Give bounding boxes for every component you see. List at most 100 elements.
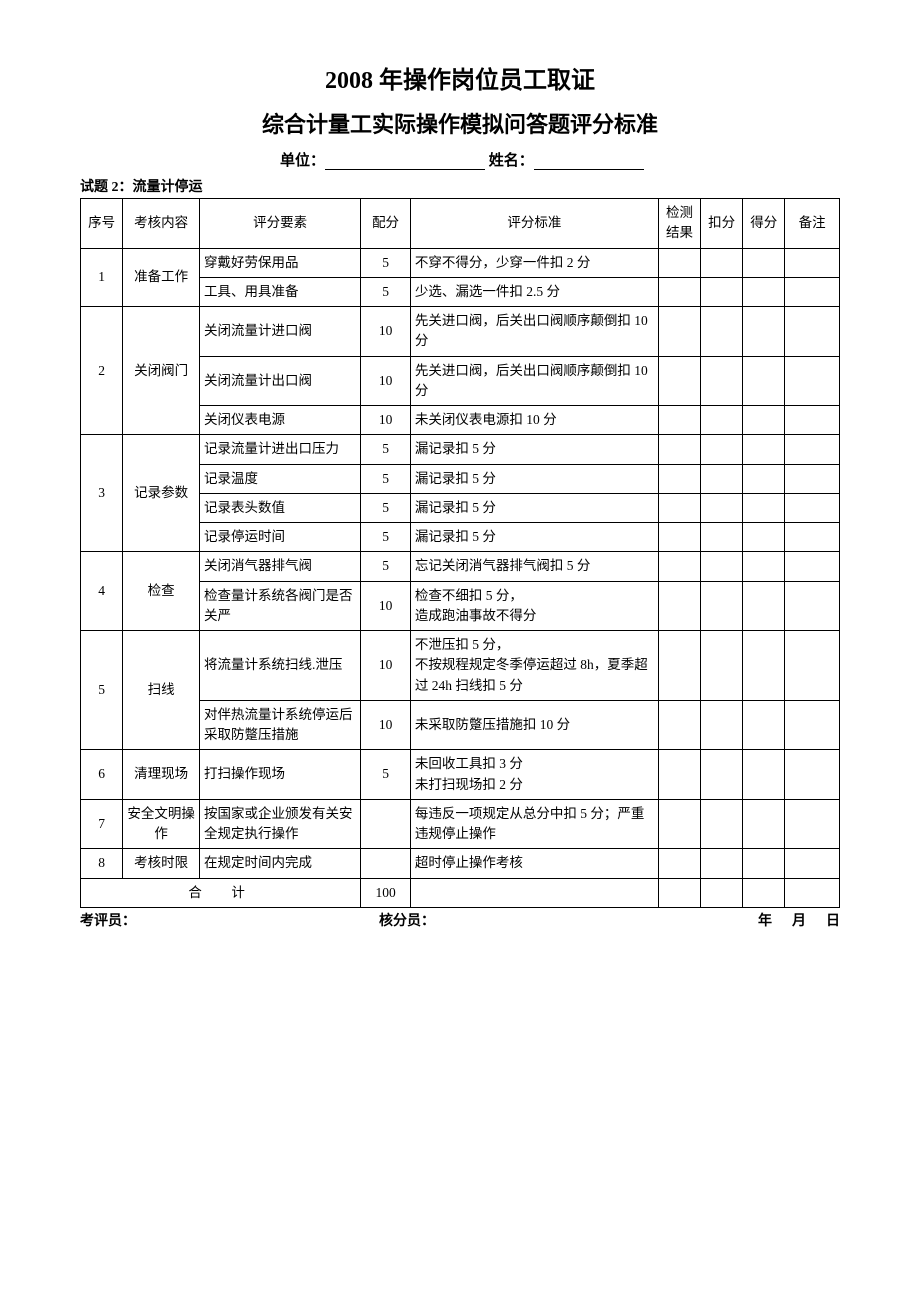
result-cell xyxy=(658,581,700,631)
gained-cell xyxy=(743,406,785,435)
content-cell: 关闭阀门 xyxy=(123,307,200,435)
col-content-header: 考核内容 xyxy=(123,199,200,249)
element-cell: 打扫操作现场 xyxy=(200,750,361,800)
remark-cell xyxy=(785,849,840,878)
standard-cell: 不穿不得分，少穿一件扣 2 分 xyxy=(410,248,658,277)
element-cell: 记录流量计进出口压力 xyxy=(200,435,361,464)
result-cell xyxy=(658,849,700,878)
col-gained-header: 得分 xyxy=(743,199,785,249)
gained-cell xyxy=(743,700,785,750)
content-cell: 清理现场 xyxy=(123,750,200,800)
total-standard-cell xyxy=(410,878,658,907)
seq-cell: 6 xyxy=(81,750,123,800)
result-cell xyxy=(658,435,700,464)
gained-cell xyxy=(743,307,785,357)
result-cell xyxy=(658,700,700,750)
score-cell: 5 xyxy=(361,248,411,277)
col-deduct-header: 扣分 xyxy=(701,199,743,249)
gained-cell xyxy=(743,552,785,581)
score-cell: 10 xyxy=(361,356,411,406)
seq-cell: 1 xyxy=(81,248,123,307)
element-cell: 关闭仪表电源 xyxy=(200,406,361,435)
score-cell: 10 xyxy=(361,406,411,435)
main-title-line1: 2008 年操作岗位员工取证 xyxy=(80,60,840,95)
standard-cell: 未回收工具扣 3 分未打扫现场扣 2 分 xyxy=(410,750,658,800)
standard-cell: 超时停止操作考核 xyxy=(410,849,658,878)
score-cell: 10 xyxy=(361,631,411,701)
remark-cell xyxy=(785,700,840,750)
col-result-header: 检测结果 xyxy=(658,199,700,249)
element-cell: 记录温度 xyxy=(200,464,361,493)
remark-cell xyxy=(785,799,840,849)
table-header-row: 序号 考核内容 评分要素 配分 评分标准 检测结果 扣分 得分 备注 xyxy=(81,199,840,249)
deduct-cell xyxy=(701,277,743,306)
seq-cell: 4 xyxy=(81,552,123,631)
score-cell: 10 xyxy=(361,581,411,631)
checker-label: 核分员： xyxy=(379,910,435,930)
scoring-table: 序号 考核内容 评分要素 配分 评分标准 检测结果 扣分 得分 备注 1准备工作… xyxy=(80,198,840,908)
gained-cell xyxy=(743,750,785,800)
standard-cell: 先关进口阀，后关出口阀顺序颠倒扣 10 分 xyxy=(410,307,658,357)
total-label-cell: 合 计 xyxy=(81,878,361,907)
table-row: 8考核时限在规定时间内完成超时停止操作考核 xyxy=(81,849,840,878)
year-label: 年 xyxy=(758,910,772,930)
deduct-cell xyxy=(701,406,743,435)
score-cell: 5 xyxy=(361,435,411,464)
total-result-cell xyxy=(658,878,700,907)
name-input-line[interactable] xyxy=(534,152,644,170)
unit-label: 单位： xyxy=(280,153,325,169)
element-cell: 将流量计系统扫线.泄压 xyxy=(200,631,361,701)
element-cell: 在规定时间内完成 xyxy=(200,849,361,878)
unit-input-line[interactable] xyxy=(325,152,485,170)
seq-cell: 2 xyxy=(81,307,123,435)
col-score-header: 配分 xyxy=(361,199,411,249)
col-element-header: 评分要素 xyxy=(200,199,361,249)
seq-cell: 5 xyxy=(81,631,123,750)
score-cell: 5 xyxy=(361,552,411,581)
deduct-cell xyxy=(701,849,743,878)
remark-cell xyxy=(785,356,840,406)
deduct-cell xyxy=(701,523,743,552)
content-cell: 记录参数 xyxy=(123,435,200,552)
deduct-cell xyxy=(701,700,743,750)
standard-cell: 未关闭仪表电源扣 10 分 xyxy=(410,406,658,435)
standard-cell: 每违反一项规定从总分中扣 5 分；严重违规停止操作 xyxy=(410,799,658,849)
deduct-cell xyxy=(701,493,743,522)
score-cell xyxy=(361,849,411,878)
main-title-line2: 综合计量工实际操作模拟问答题评分标准 xyxy=(80,107,840,139)
deduct-cell xyxy=(701,356,743,406)
gained-cell xyxy=(743,277,785,306)
remark-cell xyxy=(785,435,840,464)
score-cell xyxy=(361,799,411,849)
remark-cell xyxy=(785,493,840,522)
result-cell xyxy=(658,248,700,277)
footer-line: 考评员： 核分员： 年 月 日 xyxy=(80,910,840,930)
gained-cell xyxy=(743,356,785,406)
deduct-cell xyxy=(701,581,743,631)
name-label: 姓名： xyxy=(489,153,534,169)
deduct-cell xyxy=(701,552,743,581)
result-cell xyxy=(658,493,700,522)
remark-cell xyxy=(785,464,840,493)
standard-cell: 先关进口阀，后关出口阀顺序颠倒扣 10 分 xyxy=(410,356,658,406)
col-remark-header: 备注 xyxy=(785,199,840,249)
remark-cell xyxy=(785,552,840,581)
score-cell: 5 xyxy=(361,750,411,800)
remark-cell xyxy=(785,523,840,552)
element-cell: 检查量计系统各阀门是否关严 xyxy=(200,581,361,631)
score-cell: 5 xyxy=(361,493,411,522)
remark-cell xyxy=(785,277,840,306)
content-cell: 准备工作 xyxy=(123,248,200,307)
content-cell: 安全文明操作 xyxy=(123,799,200,849)
table-row: 4检查关闭消气器排气阀5忘记关闭消气器排气阀扣 5 分 xyxy=(81,552,840,581)
standard-cell: 漏记录扣 5 分 xyxy=(410,464,658,493)
standard-cell: 漏记录扣 5 分 xyxy=(410,493,658,522)
gained-cell xyxy=(743,493,785,522)
gained-cell xyxy=(743,799,785,849)
result-cell xyxy=(658,799,700,849)
result-cell xyxy=(658,464,700,493)
element-cell: 记录表头数值 xyxy=(200,493,361,522)
standard-cell: 漏记录扣 5 分 xyxy=(410,435,658,464)
total-score-cell: 100 xyxy=(361,878,411,907)
remark-cell xyxy=(785,750,840,800)
